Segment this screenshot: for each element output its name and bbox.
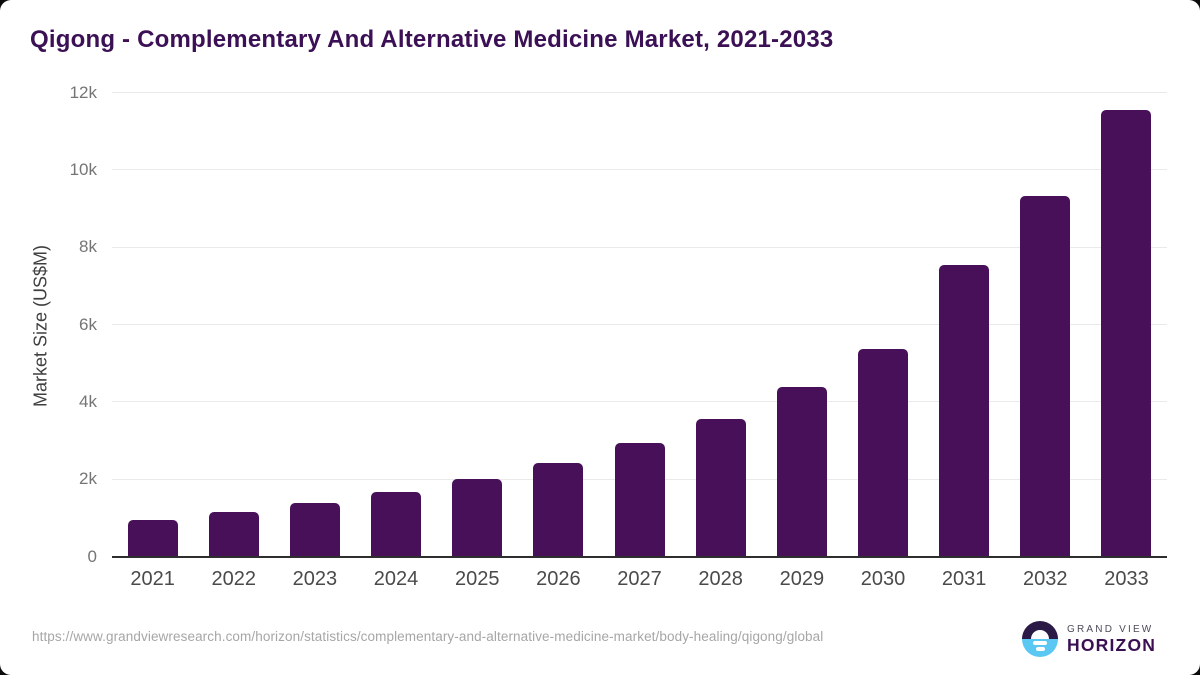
bar-slot — [599, 93, 680, 557]
y-tick-label: 4k — [79, 391, 97, 411]
bar-2031 — [939, 264, 990, 557]
x-tick-label: 2022 — [211, 568, 256, 590]
bar-2023 — [289, 502, 340, 557]
bar-slot — [1086, 93, 1167, 557]
bar-2025 — [452, 479, 503, 557]
x-axis-line: 0 — [88, 547, 1167, 566]
logo-reflection-bar — [1035, 647, 1045, 651]
logo-sun-shape — [1031, 630, 1049, 639]
y-tick-label: 2k — [79, 469, 97, 489]
x-tick-label: 2024 — [373, 568, 419, 590]
bar-slot — [1005, 93, 1086, 557]
bar-slot — [112, 93, 193, 557]
bar-2022 — [208, 512, 259, 557]
bar-2032 — [1020, 196, 1071, 557]
x-tick-label: 2032 — [1023, 568, 1068, 590]
y-tick-label: 0 — [87, 547, 97, 566]
x-tick-label: 2028 — [698, 568, 743, 590]
logo-text-grand-view: GRAND VIEW — [1067, 623, 1154, 635]
x-tick-label: 2021 — [130, 568, 175, 590]
bar-2024 — [371, 492, 422, 557]
x-tick-label: 2027 — [617, 568, 662, 590]
bar-slot — [761, 93, 842, 557]
x-tick-label: 2029 — [779, 568, 825, 590]
logo-text: GRAND VIEW HORIZON — [1067, 624, 1156, 655]
bar-slot — [680, 93, 761, 557]
y-tick-label: 10k — [69, 159, 97, 179]
gridline: 4k — [79, 392, 1167, 411]
brand-logo: GRAND VIEW HORIZON — [1022, 621, 1156, 657]
x-tick-label: 2031 — [941, 568, 987, 590]
horizon-sun-icon — [1022, 621, 1058, 657]
y-axis-title: Market Size (US$M) — [30, 244, 51, 408]
y-tick-label: 8k — [79, 237, 97, 257]
gridline: 6k — [79, 315, 1167, 334]
bar-2021 — [127, 519, 178, 557]
bar-2029 — [776, 387, 827, 557]
x-tick-label: 2030 — [860, 568, 906, 590]
bar-slot — [518, 93, 599, 557]
bar-2030 — [857, 349, 908, 557]
bar-slot — [355, 93, 436, 557]
gridline: 12k — [70, 83, 1167, 102]
bar-2026 — [533, 463, 584, 557]
gridline: 10k — [70, 160, 1167, 179]
bar-2027 — [614, 443, 665, 557]
bar-slot — [924, 93, 1005, 557]
logo-reflection-bar — [1033, 641, 1047, 645]
y-tick-label: 6k — [79, 314, 97, 334]
bar-slot — [842, 93, 923, 557]
bar-slot — [193, 93, 274, 557]
bar-slot — [274, 93, 355, 557]
x-axis-labels: 2021 2022 2023 2024 2025 2026 2027 2028 2029 2030… — [112, 568, 1167, 591]
logo-text-horizon: HORIZON — [1067, 634, 1157, 655]
source-url: https://www.grandviewresearch.com/horizo… — [32, 629, 824, 644]
bar-slot — [437, 93, 518, 557]
y-tick-label: 12k — [69, 82, 97, 102]
x-tick-label: 2026 — [536, 568, 581, 590]
x-tick-label: 2023 — [292, 568, 338, 590]
bar-2028 — [695, 419, 746, 557]
chart-title: Qigong - Complementary And Alternative M… — [30, 26, 834, 53]
x-tick-label: 2033 — [1104, 568, 1149, 590]
gridline: 8k — [79, 237, 1167, 256]
x-tick-label: 2025 — [454, 568, 500, 590]
bars — [112, 93, 1167, 557]
bar-2033 — [1101, 110, 1152, 557]
plot-area: 0 2k 4k 6k 8k 10k 12k — [70, 83, 1167, 566]
